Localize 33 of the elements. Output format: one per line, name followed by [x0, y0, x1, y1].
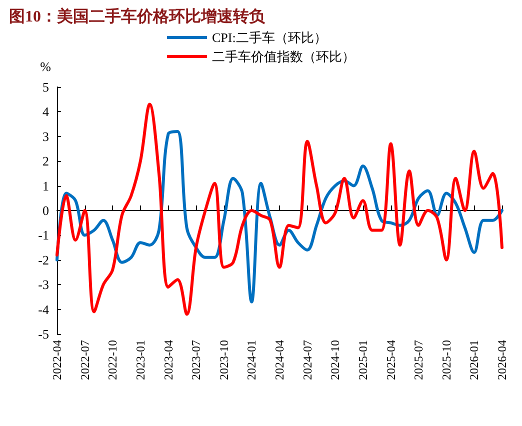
- x-tick-label: 2025-10: [439, 340, 454, 380]
- x-tick-label: 2025-07: [412, 340, 426, 380]
- legend-label: CPI:二手车（环比）: [212, 30, 327, 45]
- x-tick-label: 2022-04: [50, 340, 64, 380]
- x-tick-label: 2024-07: [300, 340, 314, 380]
- x-tick-label: 2026-01: [467, 340, 482, 380]
- x-tick-label: 2023-01: [133, 340, 148, 380]
- y-tick-label: -5: [38, 326, 49, 342]
- x-tick-label: 2023-10: [216, 340, 231, 380]
- y-tick-label: 2: [42, 154, 49, 169]
- x-tick-label: 2024-01: [244, 340, 259, 380]
- chart-title: 图10：美国二手车价格环比增速转负: [9, 6, 266, 26]
- legend-label: 二手车价值指数（环比）: [212, 49, 355, 64]
- x-tick-label: 2022-07: [78, 340, 92, 380]
- x-tick-label: 2024-10: [328, 340, 342, 380]
- x-tick-label: 2025-04: [384, 340, 398, 380]
- y-tick-label: 5: [42, 80, 49, 94]
- x-tick-label: 2023-04: [161, 340, 176, 380]
- x-tick-label: 2024-04: [272, 340, 286, 380]
- x-tick-label: 2023-07: [189, 340, 204, 380]
- y-tick-label: 1: [42, 178, 49, 194]
- y-tick-label: -1: [38, 228, 49, 243]
- x-tick-label: 2026-04: [495, 340, 509, 380]
- y-tick-label: 0: [42, 203, 49, 218]
- y-tick-label: -4: [38, 302, 50, 317]
- x-tick-label: 2025-01: [356, 340, 370, 380]
- y-axis-title: %: [40, 59, 52, 74]
- y-tick-label: -2: [38, 252, 49, 268]
- y-tick-label: 3: [42, 128, 49, 144]
- line-series: [56, 102, 504, 316]
- y-tick-label: 4: [42, 104, 50, 120]
- y-tick-label: -3: [38, 277, 49, 292]
- x-tick-label: 2022-10: [106, 340, 120, 380]
